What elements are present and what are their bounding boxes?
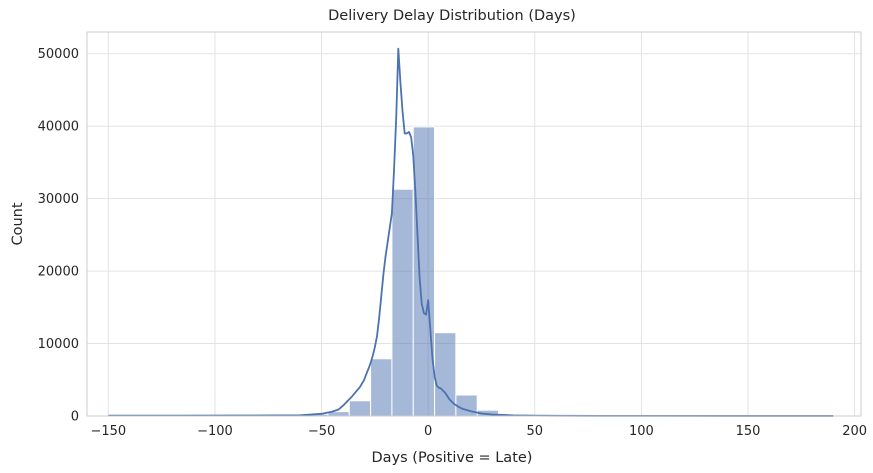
x-axis-label: Days (Positive = Late): [372, 450, 533, 466]
y-tick-label: 0: [71, 410, 79, 425]
chart-title: Delivery Delay Distribution (Days): [328, 8, 576, 24]
y-tick-label: 20000: [38, 265, 79, 280]
y-tick-label: 30000: [38, 192, 79, 207]
x-tick-label: 100: [629, 424, 654, 439]
kde-curve-group: [108, 47, 834, 417]
histogram-bar: [348, 400, 372, 417]
x-tick-label: 50: [526, 424, 543, 439]
histogram-bar: [412, 126, 436, 417]
y-axis-ticks: 0 10000 20000 30000 40000 50000: [38, 47, 79, 424]
x-tick-label: 150: [736, 424, 761, 439]
y-tick-label: 10000: [38, 337, 79, 352]
x-tick-label: 0: [424, 424, 432, 439]
y-axis-label: Count: [10, 202, 26, 245]
plot-frame: [86, 31, 862, 417]
x-tick-label: −150: [90, 424, 126, 439]
y-tick-label: 50000: [38, 47, 79, 62]
histogram-bar: [370, 358, 393, 417]
histogram-bar: [391, 188, 414, 417]
y-tick-label: 40000: [38, 120, 79, 135]
x-tick-label: −100: [197, 424, 233, 439]
x-tick-label: 200: [842, 424, 867, 439]
x-axis-ticks: −150 −100 −50 0 50 100 150 200: [90, 424, 867, 439]
x-tick-label: −50: [308, 424, 335, 439]
kde-line: [108, 47, 834, 417]
